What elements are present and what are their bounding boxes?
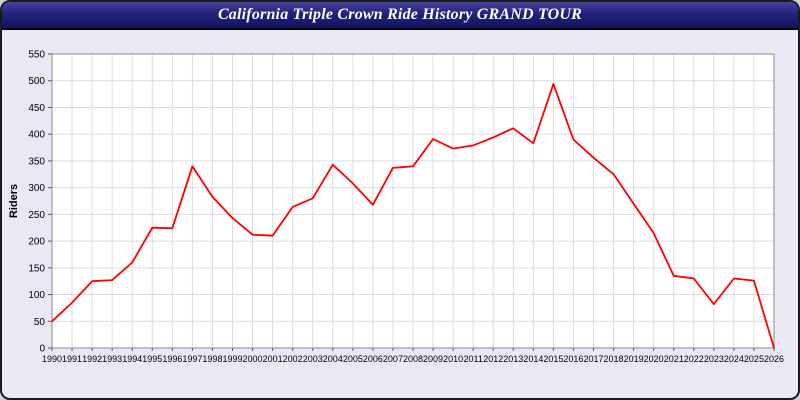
svg-text:500: 500: [28, 76, 45, 87]
svg-text:2014: 2014: [523, 354, 543, 364]
svg-text:250: 250: [28, 210, 45, 221]
svg-text:2008: 2008: [403, 354, 423, 364]
svg-text:2026: 2026: [764, 354, 784, 364]
svg-text:2015: 2015: [543, 354, 563, 364]
svg-text:2023: 2023: [704, 354, 724, 364]
svg-text:2001: 2001: [263, 354, 283, 364]
svg-text:1995: 1995: [142, 354, 162, 364]
svg-text:2020: 2020: [644, 354, 664, 364]
svg-text:2000: 2000: [243, 354, 263, 364]
title-bar: California Triple Crown Ride History GRA…: [2, 2, 798, 30]
svg-text:2007: 2007: [383, 354, 403, 364]
svg-text:2005: 2005: [343, 354, 363, 364]
chart-container: 1990 1991 1992 1993 1994 1995 1996 1997 1998 1999…: [2, 46, 798, 381]
svg-text:1996: 1996: [162, 354, 182, 364]
svg-text:2009: 2009: [423, 354, 443, 364]
svg-text:2003: 2003: [303, 354, 323, 364]
svg-text:2025: 2025: [744, 354, 764, 364]
svg-text:100: 100: [28, 290, 45, 301]
svg-text:400: 400: [28, 130, 45, 141]
svg-text:200: 200: [28, 237, 45, 248]
svg-text:2011: 2011: [463, 354, 482, 364]
svg-text:1993: 1993: [102, 354, 122, 364]
svg-text:350: 350: [28, 156, 45, 167]
svg-text:2016: 2016: [563, 354, 583, 364]
svg-text:2013: 2013: [503, 354, 523, 364]
svg-text:2010: 2010: [443, 354, 463, 364]
svg-text:550: 550: [28, 50, 45, 61]
svg-text:2004: 2004: [323, 354, 343, 364]
svg-text:1998: 1998: [202, 354, 222, 364]
svg-text:300: 300: [28, 183, 45, 194]
svg-text:2024: 2024: [724, 354, 744, 364]
svg-text:1999: 1999: [222, 354, 242, 364]
svg-text:1997: 1997: [182, 354, 202, 364]
svg-text:2012: 2012: [483, 354, 503, 364]
svg-text:2022: 2022: [684, 354, 704, 364]
svg-text:2017: 2017: [583, 354, 603, 364]
svg-text:2021: 2021: [664, 354, 684, 364]
svg-text:1992: 1992: [82, 354, 102, 364]
svg-text:2002: 2002: [283, 354, 303, 364]
page-title: California Triple Crown Ride History GRA…: [217, 6, 583, 23]
svg-text:0: 0: [39, 344, 45, 355]
svg-text:2018: 2018: [604, 354, 624, 364]
svg-text:2006: 2006: [363, 354, 383, 364]
svg-text:1990: 1990: [42, 354, 62, 364]
svg-text:1994: 1994: [122, 354, 142, 364]
svg-text:450: 450: [28, 103, 45, 114]
svg-text:50: 50: [34, 317, 46, 328]
svg-text:Riders: Riders: [8, 184, 20, 218]
svg-text:2019: 2019: [624, 354, 644, 364]
ride-history-line-chart: 1990 1991 1992 1993 1994 1995 1996 1997 1998 1999…: [8, 50, 784, 365]
svg-text:150: 150: [28, 263, 45, 274]
svg-text:1991: 1991: [62, 354, 82, 364]
